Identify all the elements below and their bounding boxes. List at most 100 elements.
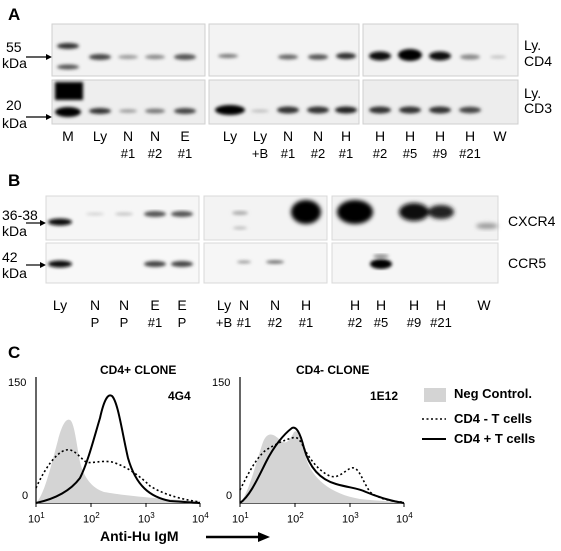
x-tick-base: 10 <box>192 513 205 526</box>
x-tick-exponent: 4 <box>204 511 209 520</box>
panelb-lane-label-11: H <box>375 297 387 313</box>
x-tick-exponent: 2 <box>95 511 100 520</box>
panela-lane-sublabel-5: #1 <box>177 146 193 161</box>
panel-a-mw-bottom-unit: kDa <box>2 115 27 131</box>
panela-lane-sublabel-11: #2 <box>372 146 388 161</box>
panel-a-mw-top: 55 <box>6 39 22 55</box>
panela-lane-sublabel-7: +B <box>251 146 269 161</box>
panelb-lane-label-8: N <box>269 297 281 313</box>
panelb-lane-label-10: H <box>349 297 361 313</box>
panelb-lane-sublabel-2: P <box>90 315 100 330</box>
panela-lane-label-4: N <box>149 128 161 144</box>
panelb-lane-sublabel-10: #2 <box>347 315 363 330</box>
panel-a-letter: A <box>8 5 21 24</box>
x-tick-exponent: 3 <box>150 511 155 520</box>
panel-a-right-top-2: CD4 <box>524 53 553 69</box>
panela-lane-label-14: H <box>464 128 476 144</box>
x-tick-base: 10 <box>287 513 300 526</box>
panelb-lane-label-1: Ly <box>52 297 68 313</box>
panela-lane-label-7: Ly <box>252 128 268 144</box>
panelb-lane-label-9: H <box>300 297 312 313</box>
panelb-lane-sublabel-12: #9 <box>406 315 422 330</box>
panela-lane-label-9: N <box>312 128 324 144</box>
panela-lane-label-13: H <box>434 128 446 144</box>
panel-b-mw-top-unit: kDa <box>2 223 27 239</box>
legend-neg-control: Neg Control. <box>454 386 532 401</box>
right-histogram-title: CD4- CLONE <box>296 363 370 377</box>
left-histogram-title: CD4+ CLONE <box>100 363 177 377</box>
left-y-tick-bottom: 0 <box>22 490 29 502</box>
left-histogram <box>35 377 201 507</box>
panelb-lane-sublabel-8: #2 <box>267 315 283 330</box>
x-tick-base: 10 <box>342 513 355 526</box>
x-tick-exponent: 3 <box>354 511 359 520</box>
panela-lane-sublabel-9: #2 <box>310 146 326 161</box>
x-tick-1: 101 <box>28 512 45 526</box>
x-tick-3: 103 <box>138 512 155 526</box>
panela-lane-sublabel-8: #1 <box>280 146 296 161</box>
x-tick-base: 10 <box>396 513 409 526</box>
x-tick-base: 10 <box>232 513 245 526</box>
legend-cd4-positive: CD4 + T cells <box>454 431 536 446</box>
x-tick-exponent: 1 <box>40 511 45 520</box>
panelb-lane-sublabel-3: P <box>119 315 129 330</box>
panela-lane-label-11: H <box>374 128 386 144</box>
x-tick-8: 104 <box>396 512 413 526</box>
x-axis-title: Anti-Hu IgM <box>100 528 179 544</box>
panela-lane-label-5: E <box>180 128 190 144</box>
panela-lane-sublabel-10: #1 <box>338 146 354 161</box>
panelb-lane-label-2: N <box>89 297 101 313</box>
panelb-lane-sublabel-6: +B <box>215 315 233 330</box>
x-tick-base: 10 <box>28 513 41 526</box>
x-tick-exponent: 2 <box>299 511 304 520</box>
panela-lane-sublabel-14: #21 <box>459 146 481 161</box>
x-tick-7: 103 <box>342 512 359 526</box>
left-y-tick-top: 150 <box>8 377 27 389</box>
right-histogram <box>239 377 405 507</box>
x-tick-5: 101 <box>232 512 249 526</box>
panela-lane-label-12: H <box>404 128 416 144</box>
panela-lane-label-6: Ly <box>222 128 238 144</box>
panelb-lane-label-14: W <box>477 297 491 313</box>
panel-a-right-bot-2: CD3 <box>524 100 553 116</box>
panela-lane-label-8: N <box>282 128 294 144</box>
right-y-tick-bottom: 0 <box>226 490 233 502</box>
right-clone-id: 1E12 <box>370 389 399 403</box>
panelb-lane-sublabel-9: #1 <box>298 315 314 330</box>
panelb-lane-label-13: H <box>435 297 447 313</box>
panelb-lane-label-7: N <box>238 297 250 313</box>
panel-b-mw-bottom: 42 <box>2 249 18 265</box>
panelb-lane-label-6: Ly <box>216 297 232 313</box>
panelb-lane-label-12: H <box>408 297 420 313</box>
legend-cd4-negative: CD4 - T cells <box>454 411 533 426</box>
panel-b-right-top: CXCR4 <box>508 213 556 229</box>
x-tick-4: 104 <box>192 512 209 526</box>
panel-a-mw-bottom: 20 <box>6 97 22 113</box>
panelb-lane-sublabel-4: #1 <box>147 315 163 330</box>
panelb-lane-sublabel-7: #1 <box>236 315 252 330</box>
x-tick-base: 10 <box>83 513 96 526</box>
panel-c-letter: C <box>8 343 21 362</box>
panela-lane-label-1: M <box>62 128 74 144</box>
panela-lane-label-3: N <box>122 128 134 144</box>
left-clone-id: 4G4 <box>168 389 191 403</box>
x-tick-exponent: 1 <box>244 511 249 520</box>
x-tick-base: 10 <box>138 513 151 526</box>
panelb-lane-sublabel-5: P <box>177 315 187 330</box>
panel-b-mw-bottom-unit: kDa <box>2 265 27 281</box>
panela-lane-label-15: W <box>493 128 507 144</box>
panela-lane-label-2: Ly <box>92 128 108 144</box>
panelb-lane-label-5: E <box>177 297 187 313</box>
panela-lane-sublabel-12: #5 <box>402 146 418 161</box>
x-tick-exponent: 4 <box>408 511 413 520</box>
panel-b-mw-top: 36-38 <box>2 207 38 223</box>
panelb-lane-sublabel-11: #5 <box>373 315 389 330</box>
panel-b-letter: B <box>8 171 21 190</box>
panel-a-mw-top-unit: kDa <box>2 55 27 71</box>
panel-a-right-top-1: Ly. <box>524 37 542 53</box>
panela-lane-sublabel-3: #1 <box>120 146 136 161</box>
panel-a-right-bot-1: Ly. <box>524 85 542 101</box>
